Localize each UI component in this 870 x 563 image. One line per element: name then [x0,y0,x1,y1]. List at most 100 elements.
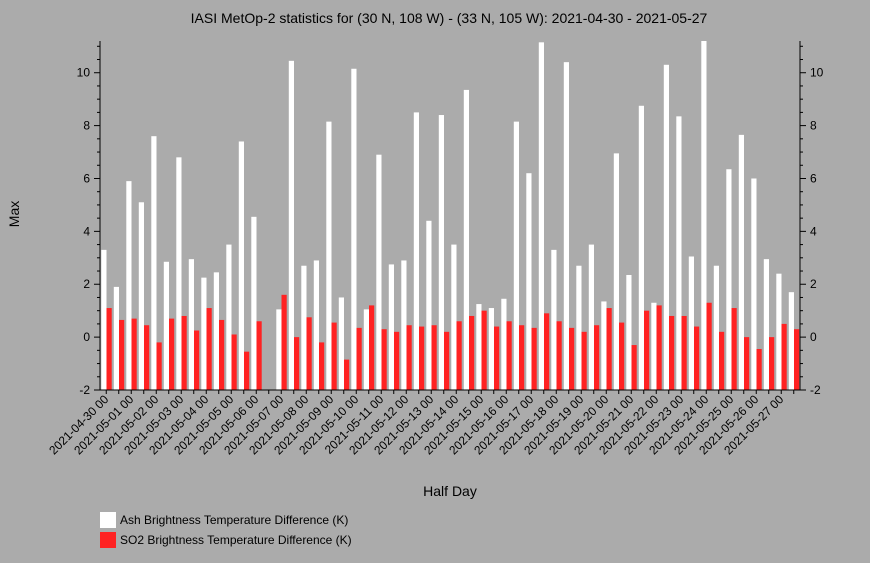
bar-so2 [294,337,300,390]
bar-so2 [681,315,687,390]
bar-ash [351,68,357,390]
bar-ash [126,181,132,390]
bar-so2 [406,325,412,390]
bar-so2 [581,331,587,390]
bar-so2 [356,327,362,390]
bar-so2 [781,323,787,390]
y-tick-label-left: 2 [83,277,90,291]
bar-so2 [306,317,312,390]
bar-so2 [744,337,750,390]
bar-so2 [606,308,612,390]
bar-so2 [344,359,350,390]
bar-ash [726,169,732,390]
bar-ash [163,261,169,390]
y-tick-label-right: 10 [810,66,824,80]
bar-ash [463,89,469,390]
bar-ash [638,105,644,390]
bar-ash [438,115,444,390]
bar-so2 [431,325,437,390]
bar-so2 [756,349,762,390]
y-axis-label: Max [6,201,22,227]
legend-label-ash: Ash Brightness Temperature Difference (K… [120,513,349,527]
bar-ash [476,304,482,390]
bar-so2 [556,321,562,390]
bar-so2 [719,331,725,390]
bar-ash [738,134,744,390]
bar-ash [763,259,769,391]
bar-ash [363,309,369,390]
bar-so2 [244,351,250,390]
bar-so2 [694,326,700,390]
y-tick-label-right: 4 [810,224,817,238]
bar-so2 [444,331,450,390]
bar-ash [601,301,607,390]
bar-ash [451,244,457,390]
legend-label-so2: SO2 Brightness Temperature Difference (K… [120,533,352,547]
bar-ash [526,173,532,390]
bars-group [101,41,800,391]
y-tick-label-left: -2 [79,383,90,397]
bar-ash [488,308,494,390]
bar-so2 [494,326,500,390]
bar-ash [401,260,407,390]
legend-item-ash: Ash Brightness Temperature Difference (K… [100,512,348,528]
bar-ash [113,286,119,390]
bar-so2 [394,331,400,390]
bar-so2 [481,310,487,390]
bar-so2 [731,308,737,390]
bar-so2 [369,305,375,390]
bar-ash [551,249,557,390]
bar-ash [101,249,107,390]
bar-ash [376,154,382,390]
chart-title: IASI MetOp-2 statistics for (30 N, 108 W… [191,10,708,26]
bar-so2 [769,337,775,390]
bar-so2 [644,310,650,390]
bar-ash [751,178,757,390]
bar-ash [613,153,619,390]
bar-ash [538,42,544,390]
bar-ash [326,121,332,390]
bar-ash [413,112,419,390]
bar-so2 [281,294,287,390]
bar-so2 [669,315,675,390]
bar-ash [388,264,394,390]
bar-so2 [706,302,712,390]
bar-ash [251,216,257,390]
y-tick-label-right: -2 [810,383,821,397]
bar-so2 [619,322,625,390]
bar-so2 [656,305,662,390]
bar-so2 [169,318,175,390]
bar-so2 [469,315,475,390]
y-tick-label-right: 8 [810,119,817,133]
bar-so2 [131,318,137,390]
bar-so2 [181,315,187,390]
y-tick-label-right: 0 [810,330,817,344]
bar-so2 [206,308,212,390]
bar-so2 [156,342,162,390]
bar-ash [501,298,507,390]
bar-ash [188,259,194,391]
bar-ash [788,292,794,390]
y-tick-label-left: 0 [83,330,90,344]
bar-so2 [219,319,225,390]
bar-so2 [231,334,237,390]
bar-ash [776,273,782,390]
bar-ash [626,274,632,390]
bar-so2 [544,313,550,390]
bar-ash [213,272,219,390]
y-tick-label-left: 10 [77,66,91,80]
bar-so2 [319,342,325,390]
x-axis-label: Half Day [423,483,477,499]
bar-ash [713,265,719,390]
bar-ash [663,64,669,391]
bar-ash [426,220,432,390]
bar-ash [138,202,144,390]
bar-so2 [519,325,525,390]
bar-so2 [794,329,800,390]
bar-so2 [419,326,425,390]
bar-ash [588,244,594,390]
bar-ash [701,41,707,390]
legend-swatch-so2 [100,532,116,548]
legend-item-so2: SO2 Brightness Temperature Difference (K… [100,532,352,548]
